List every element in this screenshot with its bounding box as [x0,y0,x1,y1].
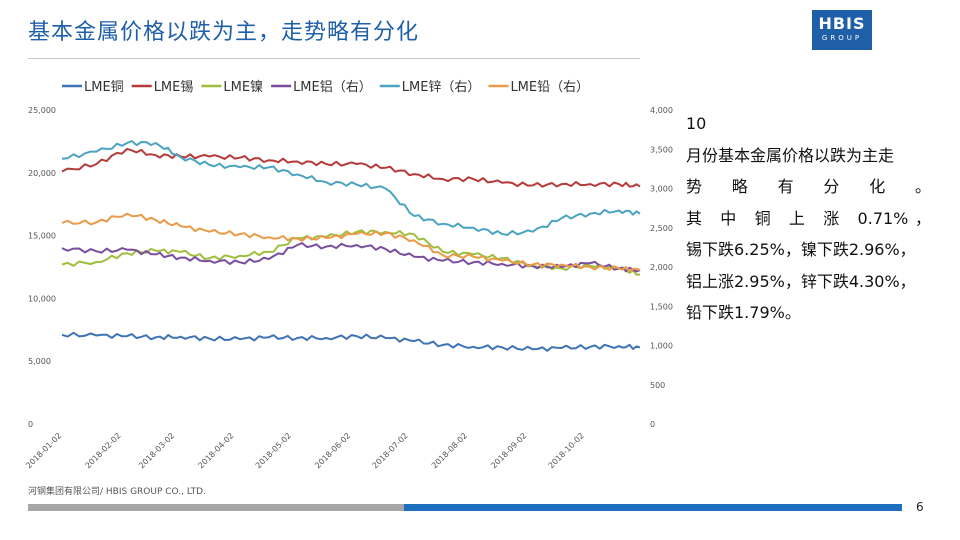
x-tick-label: 2018-04-02 [196,431,235,470]
right-tick-label: 2,000 [650,263,673,272]
commentary-line-4: 锡下跌6.25%，镍下跌2.96%， [686,240,916,259]
series-line [61,242,641,273]
chart-legend: LME铜 LME锡 LME镍 LME铝（右） LME锌（右） LME铅（右） [62,80,589,95]
right-tick-label: 500 [650,381,665,390]
series-line [61,331,641,352]
commentary-line-1: 月份基本金属价格以跌为主走 [686,145,895,165]
left-tick-label: 20,000 [28,169,56,178]
series-line [61,212,641,273]
x-tick-label: 2018-07-02 [371,431,410,470]
x-tick-label: 2018-03-02 [137,431,176,470]
page-title: 基本金属价格以跌为主，走势略有分化 [28,20,420,45]
legend-label: LME锡 [154,80,194,95]
commentary-line-5: 铝上涨2.95%，锌下跌4.30%， [686,271,916,291]
commentary-line-3: 其 中 铜 上 涨 0.71%， [686,208,931,228]
x-tick-label: 2018-09-02 [489,431,528,470]
right-tick-label: 4,000 [650,106,673,115]
left-axis: 0 5,000 10,000 15,000 20,000 25,000 [28,106,56,429]
x-tick-label: 2018-06-02 [313,431,352,470]
right-tick-label: 0 [650,420,655,429]
x-tick-label: 2018-05-02 [254,431,293,470]
right-tick-label: 3,000 [650,185,673,194]
left-tick-label: 5,000 [28,357,51,366]
right-tick-label: 3,500 [650,145,673,154]
commentary-text: 10 月份基本金属价格以跌为主走 势 略 有 分 化 。 其 中 铜 上 涨 0… [686,108,931,329]
right-axis: 0 500 1,000 1,500 2,000 2,500 3,000 3,500 4,000 [650,106,673,429]
series-group [61,140,641,352]
x-tick-label: 2018-01-02 [24,431,63,470]
commentary-line-6: 铅下跌1.79%。 [686,303,801,322]
footer-bar-gray [28,504,404,511]
series-line [61,140,641,236]
commentary-month: 10 [686,114,707,133]
legend-label: LME镍 [223,80,263,95]
footer-bar-blue [404,504,902,511]
legend-label: LME铜 [84,80,124,95]
left-tick-label: 10,000 [28,294,56,303]
left-tick-label: 0 [28,420,33,429]
logo-sub-text: GROUP [821,34,863,42]
legend-label: LME铅（右） [510,80,589,95]
right-tick-label: 1,000 [650,342,673,351]
x-axis: 2018-01-02 2018-02-02 2018-03-02 2018-04-02… [24,431,586,470]
series-line [61,147,641,188]
hbis-logo: HBIS GROUP [812,10,872,50]
right-tick-label: 2,500 [650,224,673,233]
footer-company: 河钢集团有限公司/ HBIS GROUP CO., LTD. [28,487,206,497]
page-number: 6 [916,500,924,514]
right-tick-label: 1,500 [650,302,673,311]
commentary-line-2: 势 略 有 分 化 。 [686,177,931,196]
left-tick-label: 25,000 [28,106,56,115]
legend-label: LME锌（右） [402,80,481,95]
left-tick-label: 15,000 [28,232,56,241]
legend-label: LME铝（右） [293,80,372,95]
x-tick-label: 2018-08-02 [430,431,469,470]
x-tick-label: 2018-10-02 [547,431,586,470]
logo-main-text: HBIS [818,14,866,33]
series-line [61,229,641,276]
title-divider [28,58,640,59]
x-tick-label: 2018-02-02 [84,431,123,470]
